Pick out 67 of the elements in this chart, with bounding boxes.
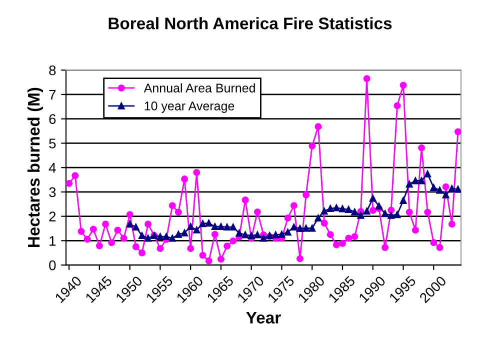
y-tick-label: 2 [49,212,56,222]
point [236,230,243,237]
x-axis-title: Year [246,312,281,324]
point [187,223,194,230]
point [406,180,413,188]
point [326,205,334,212]
point [260,234,267,242]
point [375,202,382,210]
point [418,177,425,184]
point [272,231,280,238]
point [290,224,298,231]
point [254,231,261,238]
point [168,234,176,242]
y-tick-label: 1 [50,236,56,246]
point [357,212,364,219]
y-tick-label: 8 [49,65,56,76]
y-axis-title: Hectares burned (M) [27,88,43,248]
point [308,224,316,232]
y-tick-label: 6 [49,114,56,124]
point [424,170,432,178]
point [332,204,340,212]
point [351,208,358,216]
point [211,223,218,230]
point [230,224,237,231]
point [138,232,146,240]
point [363,208,370,215]
legend-label: Annual Area Burned [144,83,255,92]
point [296,225,304,232]
point [339,205,346,212]
point [345,206,352,213]
point [412,177,419,184]
point [248,232,255,240]
point [388,212,395,219]
point [224,224,231,231]
legend-label: 10 year Average [144,102,234,113]
point [278,230,286,238]
point [205,220,212,227]
point [174,230,182,238]
point [302,224,310,232]
point [320,208,328,215]
point [400,197,407,204]
point [242,231,249,238]
point [217,223,224,230]
point [382,210,389,218]
point [199,220,206,228]
y-tick-label: 4 [48,163,56,173]
point [132,224,140,231]
point [369,194,376,202]
point [193,226,200,234]
point [454,186,461,193]
point [126,220,134,228]
point [162,233,170,240]
point [314,214,322,222]
point [156,233,164,240]
y-tick-label: 0 [49,260,56,270]
chart-title: Boreal North America Fire Statistics [108,17,392,30]
y-tick-label: 5 [49,138,56,148]
y-tick-label: 7 [49,90,56,100]
point [284,228,292,236]
point [448,185,456,192]
point [436,186,444,194]
point [442,191,450,198]
y-tick-label: 3 [49,187,56,198]
point [144,234,152,242]
point [394,211,401,218]
point [430,184,438,192]
point [181,229,188,236]
